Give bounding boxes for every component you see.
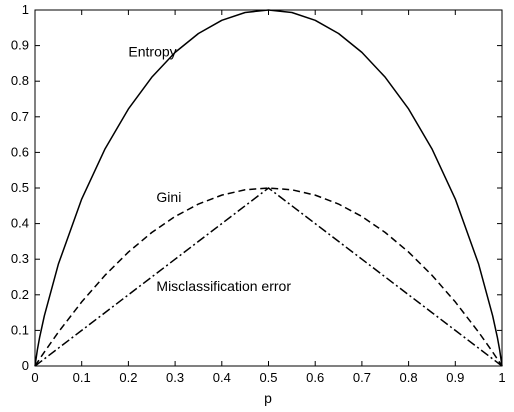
y-tick-label: 1	[22, 2, 29, 17]
y-tick-label: 0.7	[11, 109, 29, 124]
y-tick-label: 0.4	[11, 216, 29, 231]
x-tick-label: 0	[31, 370, 38, 385]
y-tick-label: 0.9	[11, 38, 29, 53]
x-tick-label: 0.1	[73, 370, 91, 385]
misclassification-error-line	[34, 187, 503, 367]
x-tick-label: 0.3	[166, 370, 184, 385]
series-annotation: Gini	[156, 189, 181, 205]
x-tick-label: 1	[498, 370, 505, 385]
x-tick-label: 0.7	[353, 370, 371, 385]
x-tick-label: 0.9	[446, 370, 464, 385]
annotation-layer: Entropy Gini Misclassification error	[128, 43, 291, 294]
x-tick-label: 0.8	[400, 370, 418, 385]
series-layer	[34, 9, 503, 367]
y-tick-label: 0.5	[11, 180, 29, 195]
entropy-line	[34, 9, 503, 367]
series-annotation: Misclassification error	[156, 278, 291, 294]
y-tick-label: 0.6	[11, 144, 29, 159]
x-tick-label: 0.4	[213, 370, 231, 385]
y-tick-label: 0	[22, 358, 29, 373]
y-tick-label: 0.1	[11, 322, 29, 337]
y-tick-label: 0.2	[11, 287, 29, 302]
y-tick-label: 0.3	[11, 251, 29, 266]
y-axis-ticks: 0 0.1 0.2 0.3 0.4 0.5 0.6 0.7 0.8 0.9 1	[11, 2, 502, 373]
y-tick-label: 0.8	[11, 73, 29, 88]
series-annotation: Entropy	[128, 43, 176, 59]
x-axis-ticks: 0 0.1 0.2 0.3 0.4 0.5 0.6 0.7 0.8 0.9 1	[31, 10, 506, 385]
x-tick-label: 0.6	[306, 370, 324, 385]
x-tick-label: 0.5	[259, 370, 277, 385]
x-tick-label: 0.2	[119, 370, 137, 385]
gini-line	[34, 187, 503, 367]
x-axis-label: p	[264, 390, 272, 406]
